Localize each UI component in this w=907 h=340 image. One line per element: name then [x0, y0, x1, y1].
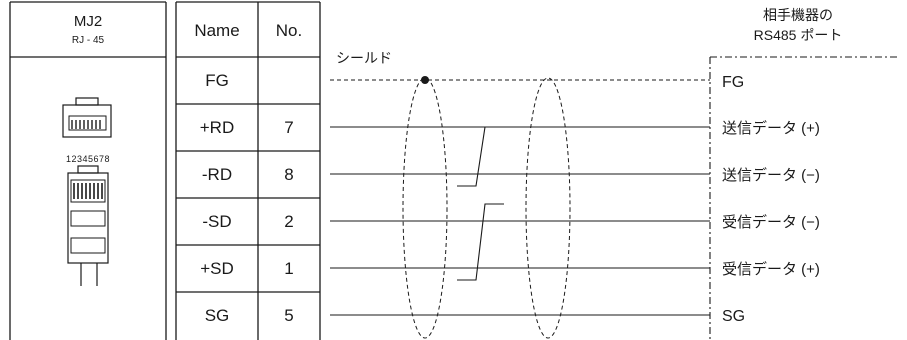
connector-title: MJ2 — [74, 13, 102, 30]
rj45-jack-icon — [62, 97, 112, 138]
rj45-plug-icon — [67, 165, 109, 286]
wires — [330, 76, 710, 316]
table-header-no: No. — [276, 21, 302, 40]
remote-port-bracket — [709, 56, 900, 340]
remote-title-line1: 相手機器の — [763, 7, 833, 23]
remote-signal-sg: SG — [722, 308, 745, 325]
connector-box — [9, 1, 167, 340]
row-no-minus-sd: 2 — [284, 212, 293, 231]
twisted-pair-rd-icon — [457, 126, 504, 187]
row-name-sg: SG — [205, 306, 230, 325]
shield-ellipse-icon — [402, 77, 571, 339]
row-no-minus-rd: 8 — [284, 165, 293, 184]
connector-subtitle: RJ - 45 — [72, 35, 105, 46]
remote-signal-recv-minus: 受信データ (−) — [722, 213, 820, 231]
remote-signal-send-minus: 送信データ (−) — [722, 166, 820, 184]
shield-label: シールド — [336, 50, 392, 66]
row-no-plus-rd: 7 — [284, 118, 293, 137]
remote-signal-send-plus: 送信データ (+) — [722, 119, 820, 137]
pin-table-grid — [175, 1, 321, 340]
row-name-plus-sd: +SD — [200, 259, 234, 278]
row-no-sg: 5 — [284, 306, 293, 325]
remote-signal-fg: FG — [722, 74, 744, 91]
remote-signal-recv-plus: 受信データ (+) — [722, 260, 820, 278]
row-name-fg: FG — [205, 71, 229, 90]
row-name-plus-rd: +RD — [200, 118, 234, 137]
row-name-minus-rd: -RD — [202, 165, 232, 184]
row-no-plus-sd: 1 — [284, 259, 293, 278]
twisted-pair-sd-icon — [457, 203, 504, 281]
shield-junction-dot — [421, 76, 429, 84]
pin-number-label: 12345678 — [66, 154, 110, 164]
table-header-name: Name — [194, 21, 239, 40]
remote-title-line2: RS485 ポート — [754, 27, 843, 43]
row-name-minus-sd: -SD — [202, 212, 231, 231]
